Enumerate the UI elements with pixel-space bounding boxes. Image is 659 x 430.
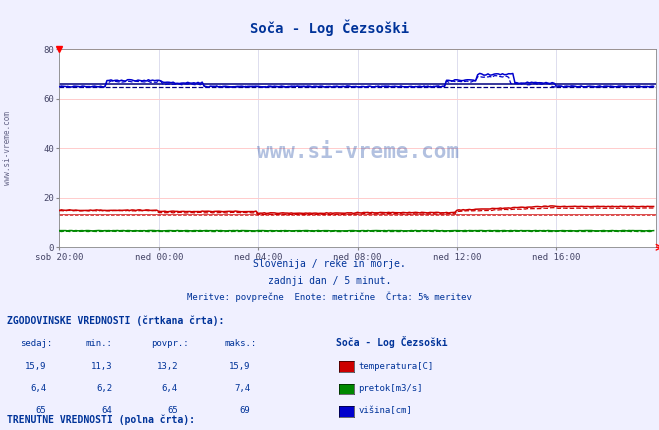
Text: 69: 69	[240, 406, 250, 415]
Text: zadnji dan / 5 minut.: zadnji dan / 5 minut.	[268, 276, 391, 286]
Text: Soča - Log Čezsoški: Soča - Log Čezsoški	[250, 19, 409, 36]
Text: Slovenija / reke in morje.: Slovenija / reke in morje.	[253, 258, 406, 269]
Text: 6,4: 6,4	[162, 384, 178, 393]
Text: Soča - Log Čezsoški: Soča - Log Čezsoški	[336, 336, 447, 348]
Text: pretok[m3/s]: pretok[m3/s]	[358, 384, 423, 393]
Text: 64: 64	[101, 406, 112, 415]
Text: temperatura[C]: temperatura[C]	[358, 362, 434, 371]
Text: maks.:: maks.:	[224, 339, 256, 348]
Text: 6,2: 6,2	[96, 384, 112, 393]
Text: www.si-vreme.com: www.si-vreme.com	[256, 142, 459, 162]
Text: 7,4: 7,4	[235, 384, 250, 393]
Text: 15,9: 15,9	[24, 362, 46, 371]
Text: 6,4: 6,4	[30, 384, 46, 393]
Text: 15,9: 15,9	[229, 362, 250, 371]
Text: ZGODOVINSKE VREDNOSTI (črtkana črta):: ZGODOVINSKE VREDNOSTI (črtkana črta):	[7, 315, 224, 326]
Text: 65: 65	[36, 406, 46, 415]
Text: 11,3: 11,3	[90, 362, 112, 371]
Text: povpr.:: povpr.:	[152, 339, 189, 348]
Text: 65: 65	[167, 406, 178, 415]
Text: min.:: min.:	[86, 339, 113, 348]
Text: www.si-vreme.com: www.si-vreme.com	[3, 111, 13, 185]
Text: Meritve: povprečne  Enote: metrične  Črta: 5% meritev: Meritve: povprečne Enote: metrične Črta:…	[187, 292, 472, 302]
Text: sedaj:: sedaj:	[20, 339, 52, 348]
Text: višina[cm]: višina[cm]	[358, 406, 413, 415]
Text: 13,2: 13,2	[156, 362, 178, 371]
Text: TRENUTNE VREDNOSTI (polna črta):: TRENUTNE VREDNOSTI (polna črta):	[7, 414, 194, 425]
